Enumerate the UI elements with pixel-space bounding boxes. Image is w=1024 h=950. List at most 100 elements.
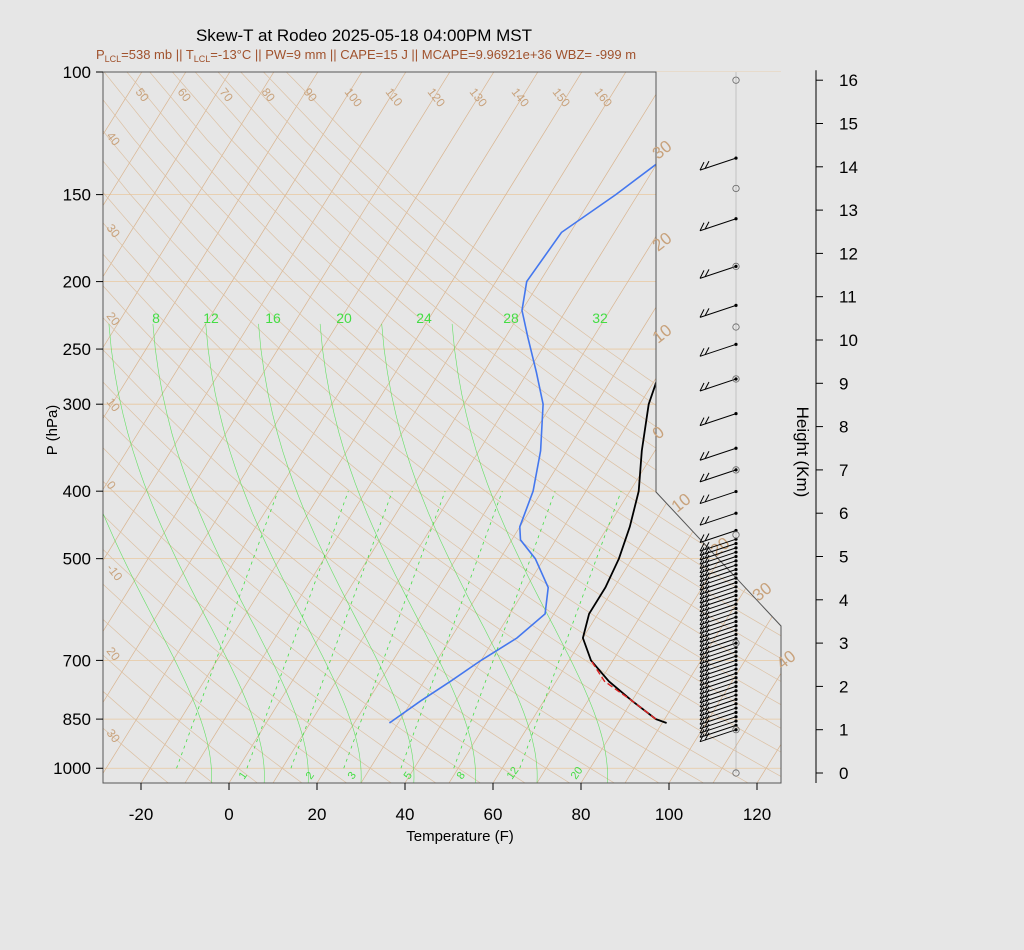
wind-barb-flag (699, 564, 705, 574)
wind-barb-flag (704, 563, 710, 572)
wind-barb-flag (699, 560, 705, 569)
wind-barb-flag (699, 586, 705, 595)
isotherm-label-top: 50 (133, 85, 152, 104)
wind-barb-flag (699, 642, 705, 651)
wind-barb-flag (699, 677, 705, 686)
wind-barbs (699, 72, 740, 777)
y-tick-label: 300 (63, 395, 91, 414)
wind-barb-flag (704, 554, 710, 563)
dry-adiabat-line (240, 72, 781, 507)
wind-barb-flag (699, 638, 705, 647)
wind-level-dot (734, 615, 738, 619)
isotherm-line (103, 72, 275, 349)
wind-barb-flag (704, 451, 710, 459)
x-tick-label: 100 (655, 805, 683, 824)
wind-barb-staff (699, 620, 737, 634)
wind-barb-flag (704, 710, 710, 719)
mixing-ratio-line (176, 491, 279, 769)
wind-barb-flag (704, 619, 710, 628)
isotherm-line (103, 72, 495, 704)
dry-adiabat-line (103, 285, 749, 783)
dry-adiabat-line (103, 727, 169, 783)
wind-barb-flag (699, 629, 705, 639)
dry-adiabat-line (103, 548, 392, 783)
wind-barb-staff (699, 607, 737, 621)
wind-barb-flag (704, 715, 710, 724)
isotherm-line (184, 72, 627, 783)
wind-barb-flag (699, 612, 705, 621)
mixing-ratio-label-top: 20 (336, 310, 352, 326)
dry-adiabat-line (103, 130, 781, 682)
wind-barb-flag (704, 585, 710, 594)
wind-barb-flag (699, 672, 705, 682)
isotherm-label-top: 60 (175, 85, 194, 104)
wind-barb-flag (699, 633, 705, 643)
y-tick-label: 500 (63, 550, 91, 569)
x-axis-title: Temperature (F) (406, 828, 514, 845)
wind-barb-flag (704, 602, 710, 611)
moist-adiabat-line (205, 323, 362, 783)
wind-barb-flag (699, 651, 705, 660)
wind-barb-flag (704, 541, 710, 550)
wind-barb-flag (704, 719, 710, 728)
isotherm-label-left: 20 (104, 309, 123, 328)
wind-barb-flag (699, 724, 705, 734)
wind-barb-flag (704, 654, 710, 663)
wind-barb-staff (699, 594, 737, 608)
wind-barb-flag (704, 676, 710, 685)
wind-barb-flag (704, 632, 710, 641)
wind-barb-staff (699, 633, 737, 647)
isotherm-group (103, 72, 781, 783)
isotherm-label-left: 40 (104, 129, 123, 148)
height-tick-label: 9 (839, 374, 848, 393)
isotherm-label-left: 30 (104, 221, 123, 240)
wind-barb-flag (704, 624, 710, 633)
wind-barb-staff (699, 573, 737, 587)
wind-barb-flag (704, 684, 710, 693)
moist-adiabat-line (381, 323, 538, 783)
wind-level-dot (734, 697, 738, 701)
dry-adiabat-line (263, 72, 781, 487)
wind-barb-staff (699, 694, 737, 708)
y-tick-label: 850 (63, 710, 91, 729)
wind-barb-staff (699, 582, 737, 595)
wind-barb-staff (699, 218, 737, 232)
isotherm-line (103, 72, 187, 207)
wind-barb-staff (699, 378, 737, 392)
subtitle-plcl-sub: LCL (105, 54, 122, 64)
wind-level-dot (734, 554, 738, 559)
height-tick-label: 5 (839, 548, 848, 567)
mixing-ratio-line (343, 491, 446, 769)
wind-barb-flag (704, 381, 710, 390)
wind-barb-staff (699, 569, 737, 582)
wind-level-dot (734, 702, 738, 706)
subtitle-plcl-rest: =538 mb || T (121, 47, 194, 62)
wind-barb-flag (704, 658, 710, 667)
wind-level-dot (734, 546, 738, 550)
mixing-ratio-label-top: 24 (416, 310, 432, 326)
wind-barb-staff (699, 564, 737, 578)
wind-barb-staff (699, 642, 737, 656)
y-tick-label: 250 (63, 340, 91, 359)
isotherm-line (103, 72, 363, 491)
height-tick-label: 16 (839, 71, 858, 90)
wind-barb-staff (699, 586, 737, 600)
wind-barb-flag (699, 555, 705, 565)
wind-barb-staff (699, 603, 737, 617)
wind-barb-flag (704, 663, 710, 672)
wind-barb-flag (704, 606, 710, 615)
wind-barb-flag (699, 603, 705, 613)
height-tick-label: 2 (839, 677, 848, 696)
wind-barb-staff (699, 668, 737, 682)
dry-adiabat-line (286, 72, 781, 466)
wind-barb-flag (699, 716, 705, 725)
wind-barb-flag (699, 534, 705, 543)
moist-adiabat-line (258, 323, 415, 783)
wind-barb-flag (704, 667, 710, 676)
isotherm-label-top: 140 (509, 85, 533, 110)
isotherm-label-top: 110 (383, 85, 406, 109)
wind-barb-flag (704, 650, 710, 659)
wind-barb-flag (704, 416, 710, 425)
dry-adiabat-line (149, 72, 781, 592)
